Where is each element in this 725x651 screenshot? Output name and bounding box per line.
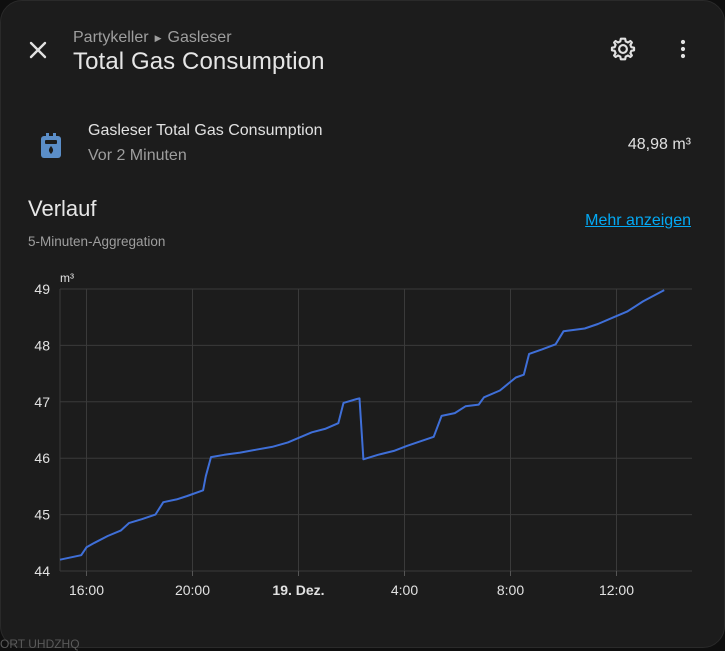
breadcrumb: Partykeller ▶ Gasleser [73, 29, 232, 47]
entity-row: Gasleser Total Gas Consumption Vor 2 Min… [29, 113, 699, 173]
y-tick-label: 48 [34, 337, 50, 353]
breadcrumb-device[interactable]: Gasleser [167, 29, 232, 46]
y-axis-label: m³ [60, 271, 74, 285]
x-tick-label: 20:00 [175, 582, 210, 598]
x-tick-label: 4:00 [391, 582, 418, 598]
y-tick-label: 44 [34, 563, 50, 579]
x-tick-label: 16:00 [69, 582, 104, 598]
series-line [59, 289, 665, 561]
entity-last-changed: Vor 2 Minuten [88, 147, 187, 164]
y-tick-label: 47 [34, 394, 50, 410]
show-more-link[interactable]: Mehr anzeigen [585, 212, 691, 229]
more-options-button[interactable] [667, 33, 699, 65]
x-tick-label: 8:00 [497, 582, 524, 598]
gear-icon [610, 37, 636, 61]
y-tick-label: 49 [34, 281, 50, 297]
close-button[interactable] [23, 35, 53, 65]
close-icon [29, 41, 47, 59]
x-tick-label: 19. Dez. [272, 582, 324, 598]
history-subtitle: 5-Minuten-Aggregation [28, 234, 166, 249]
history-chart[interactable]: 44 45 46 47 48 49 m³ 16:00 20:00 19. Dez. 4:00 8:00… [1, 263, 724, 603]
background-text: ORT UHDZHQ [0, 637, 80, 651]
y-tick-label: 45 [34, 507, 50, 523]
entity-name: Gasleser Total Gas Consumption [88, 122, 323, 139]
entity-state: 48,98 m³ [627, 136, 691, 153]
chevron-right-icon: ▶ [154, 32, 162, 43]
gas-meter-icon [39, 131, 63, 164]
breadcrumb-area[interactable]: Partykeller [73, 29, 149, 46]
page-title: Total Gas Consumption [73, 48, 325, 75]
settings-button[interactable] [607, 33, 639, 65]
y-tick-label: 46 [34, 450, 50, 466]
x-tick-label: 12:00 [599, 582, 634, 598]
dots-vertical-icon [680, 39, 686, 59]
history-title: Verlauf [28, 196, 97, 221]
